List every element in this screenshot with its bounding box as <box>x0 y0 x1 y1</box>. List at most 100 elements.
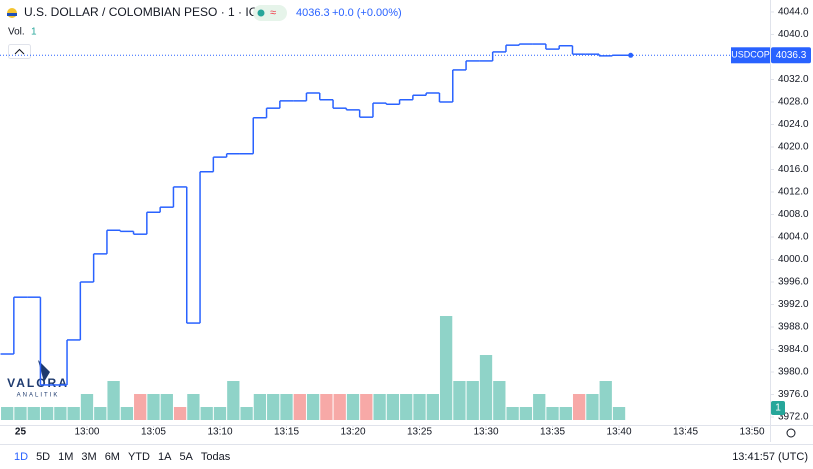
x-tick-label: 25 <box>15 427 27 438</box>
volume-bar <box>439 316 453 420</box>
range-button[interactable]: 5A <box>179 451 193 463</box>
volume-bar <box>213 407 227 420</box>
x-tick-label: 13:10 <box>207 427 232 438</box>
volume-bar <box>306 394 320 420</box>
volume-bar <box>1 407 14 420</box>
volume-bar <box>293 394 306 420</box>
watermark-title: VALORA <box>7 376 69 390</box>
volume-bar <box>187 394 200 420</box>
range-button[interactable]: 1M <box>58 451 73 463</box>
x-tick-label: 13:50 <box>740 427 765 438</box>
watermark-subtitle: ANALITIK <box>17 393 60 399</box>
range-button[interactable]: 1A <box>158 451 172 463</box>
clock: 13:41:57 (UTC) <box>732 451 808 463</box>
volume-bar <box>586 394 599 420</box>
range-button[interactable]: YTD <box>128 451 150 463</box>
volume-bar <box>346 394 360 420</box>
range-button[interactable]: 3M <box>81 451 96 463</box>
price-tag-label: 4036.3 <box>776 50 807 61</box>
volume-bar <box>400 394 413 420</box>
volume-bar <box>134 394 147 420</box>
range-button[interactable]: 6M <box>105 451 120 463</box>
price-tag <box>771 47 811 64</box>
collapse-button[interactable] <box>8 44 31 59</box>
volume-bar <box>612 407 626 420</box>
volume-bar <box>107 381 120 420</box>
volume-legend-value: 1 <box>31 27 37 38</box>
y-tick-label: 3988.0 <box>778 322 809 333</box>
x-tick-label: 13:20 <box>340 427 365 438</box>
status-dot <box>257 9 265 17</box>
volume-bar <box>506 407 519 420</box>
status-icon: ≈ <box>270 7 276 19</box>
y-tick-label: 4044.0 <box>778 7 809 18</box>
symbol-title: U.S. DOLLAR / COLOMBIAN PESO · 1 · ICE <box>24 5 265 19</box>
volume-bar <box>94 407 107 420</box>
y-tick-label: 3972.0 <box>778 412 809 423</box>
settings-icon[interactable] <box>786 428 796 438</box>
volume-bar <box>280 394 293 420</box>
y-tick-label: 3980.0 <box>778 367 809 378</box>
volume-bar <box>147 394 160 420</box>
x-tick-label: 13:35 <box>540 427 565 438</box>
volume-bar <box>200 407 213 420</box>
last-change: +0.0 (+0.00%) <box>332 7 402 19</box>
volume-legend: Vol. <box>8 27 25 38</box>
volume-bar <box>227 381 240 420</box>
volume-bar <box>426 394 439 420</box>
volume-badge <box>771 401 785 415</box>
y-tick-label: 4004.0 <box>778 232 809 243</box>
volume-bar <box>80 394 94 420</box>
volume-bar <box>413 394 426 420</box>
volume-bar <box>453 381 466 420</box>
y-tick-label: 4020.0 <box>778 142 809 153</box>
y-tick-label: 4008.0 <box>778 209 809 220</box>
volume-bar <box>160 394 173 420</box>
volume-bar <box>533 394 546 420</box>
volume-bar <box>493 381 506 420</box>
volume-bar <box>519 407 533 420</box>
y-tick-label: 4028.0 <box>778 97 809 108</box>
status-pill <box>253 5 287 21</box>
x-tick-label: 13:30 <box>474 427 499 438</box>
x-tick-label: 13:25 <box>407 427 432 438</box>
last-price-dot <box>628 52 634 58</box>
range-button[interactable]: 1D <box>14 451 28 463</box>
volume-bar <box>479 355 493 420</box>
volume-bar <box>320 394 333 420</box>
volume-bar <box>333 394 346 420</box>
x-tick-label: 13:05 <box>141 427 166 438</box>
symbol-tag <box>731 47 770 64</box>
y-tick-label: 4016.0 <box>778 164 809 175</box>
volume-bar <box>120 407 134 420</box>
volume-bar <box>40 407 54 420</box>
volume-bar <box>559 407 572 420</box>
y-tick-label: 4012.0 <box>778 187 809 198</box>
volume-badge-label: 1 <box>775 403 781 414</box>
volume-bar <box>360 394 373 420</box>
symbol-flag <box>7 13 17 16</box>
range-button[interactable]: Todas <box>201 451 231 463</box>
volume-bar <box>466 381 479 420</box>
y-tick-label: 3992.0 <box>778 299 809 310</box>
last-price: 4036.3 <box>296 7 330 19</box>
volume-bar <box>54 407 67 420</box>
volume-bar <box>253 394 267 420</box>
volume-bar <box>14 407 27 420</box>
volume-bar <box>240 407 253 420</box>
volume-bar <box>572 394 586 420</box>
y-tick-label: 4040.0 <box>778 29 809 40</box>
y-tick-label: 4032.0 <box>778 74 809 85</box>
volume-bar <box>386 394 400 420</box>
volume-bar <box>546 407 559 420</box>
y-tick-label: 3976.0 <box>778 389 809 400</box>
volume-bar <box>27 407 40 420</box>
collapse-icon <box>14 48 25 55</box>
range-button[interactable]: 5D <box>36 451 50 463</box>
x-tick-label: 13:15 <box>274 427 299 438</box>
symbol-tag-label: USDCOP <box>731 50 770 60</box>
volume-bar <box>599 381 612 420</box>
x-tick-label: 13:45 <box>673 427 698 438</box>
volume-bar <box>173 407 187 420</box>
